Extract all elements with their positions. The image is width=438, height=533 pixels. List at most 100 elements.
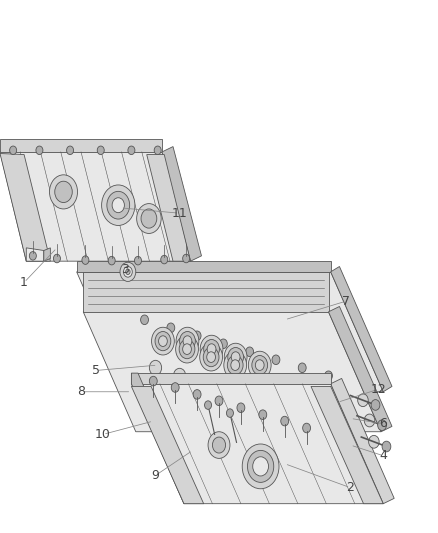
Circle shape xyxy=(298,363,306,373)
Polygon shape xyxy=(77,272,383,392)
Circle shape xyxy=(246,347,254,357)
Circle shape xyxy=(107,191,130,219)
Circle shape xyxy=(183,344,191,354)
Circle shape xyxy=(154,146,161,155)
Circle shape xyxy=(191,298,239,357)
Circle shape xyxy=(97,146,104,155)
Circle shape xyxy=(128,146,135,155)
Circle shape xyxy=(382,441,391,452)
Circle shape xyxy=(224,351,247,379)
Circle shape xyxy=(141,315,148,325)
Circle shape xyxy=(126,269,130,274)
Circle shape xyxy=(247,320,287,368)
Polygon shape xyxy=(131,384,383,504)
Circle shape xyxy=(55,181,72,203)
Polygon shape xyxy=(331,266,392,392)
Circle shape xyxy=(193,331,201,341)
Text: 5: 5 xyxy=(92,364,100,377)
Circle shape xyxy=(171,383,179,392)
Polygon shape xyxy=(77,261,331,272)
Circle shape xyxy=(272,355,280,365)
Circle shape xyxy=(212,437,226,453)
Circle shape xyxy=(142,288,182,336)
Circle shape xyxy=(176,335,198,363)
Circle shape xyxy=(29,252,36,260)
Circle shape xyxy=(137,204,161,233)
Circle shape xyxy=(205,401,212,409)
Circle shape xyxy=(231,360,240,370)
Circle shape xyxy=(95,276,106,289)
Circle shape xyxy=(246,392,258,407)
Circle shape xyxy=(252,356,268,375)
Circle shape xyxy=(200,343,223,371)
Text: 4: 4 xyxy=(379,449,387,462)
Circle shape xyxy=(248,351,271,379)
Circle shape xyxy=(369,435,379,448)
Circle shape xyxy=(124,266,132,277)
Circle shape xyxy=(36,146,43,155)
Polygon shape xyxy=(147,155,191,261)
Circle shape xyxy=(134,289,141,297)
Polygon shape xyxy=(26,248,44,261)
Text: 9: 9 xyxy=(152,469,159,482)
Circle shape xyxy=(281,416,289,426)
Circle shape xyxy=(242,444,279,489)
Circle shape xyxy=(159,336,167,346)
Circle shape xyxy=(152,327,174,355)
Circle shape xyxy=(198,376,210,391)
Circle shape xyxy=(53,254,60,263)
Circle shape xyxy=(371,400,380,410)
Circle shape xyxy=(120,262,136,281)
Polygon shape xyxy=(162,147,201,261)
Circle shape xyxy=(102,185,135,225)
Circle shape xyxy=(203,348,219,367)
Polygon shape xyxy=(131,373,331,384)
Circle shape xyxy=(131,285,145,301)
Circle shape xyxy=(193,390,201,399)
Circle shape xyxy=(227,356,243,375)
Circle shape xyxy=(219,339,227,349)
Circle shape xyxy=(247,450,274,482)
Text: 10: 10 xyxy=(95,428,111,441)
Circle shape xyxy=(127,280,140,296)
Polygon shape xyxy=(0,154,50,261)
Circle shape xyxy=(112,198,124,213)
Circle shape xyxy=(49,175,78,209)
Circle shape xyxy=(138,282,186,341)
Circle shape xyxy=(259,410,267,419)
Text: 12: 12 xyxy=(371,383,387,395)
Circle shape xyxy=(378,420,386,431)
Circle shape xyxy=(358,394,368,407)
Circle shape xyxy=(215,396,223,406)
Polygon shape xyxy=(83,312,381,432)
Circle shape xyxy=(141,209,157,228)
Circle shape xyxy=(134,256,141,265)
Circle shape xyxy=(222,384,234,399)
Circle shape xyxy=(207,352,215,362)
Polygon shape xyxy=(0,152,191,261)
Polygon shape xyxy=(131,373,191,504)
Circle shape xyxy=(173,368,186,383)
Circle shape xyxy=(319,335,329,348)
Circle shape xyxy=(208,432,230,458)
Circle shape xyxy=(179,340,195,359)
Polygon shape xyxy=(311,386,383,504)
Circle shape xyxy=(243,314,291,373)
Text: 8: 8 xyxy=(77,385,85,398)
Polygon shape xyxy=(328,306,392,432)
Polygon shape xyxy=(331,378,394,504)
Circle shape xyxy=(180,332,195,351)
Circle shape xyxy=(149,360,162,375)
Text: 3: 3 xyxy=(121,263,129,276)
Circle shape xyxy=(325,371,332,381)
Text: 2: 2 xyxy=(346,481,354,494)
Text: 7: 7 xyxy=(342,295,350,308)
Circle shape xyxy=(109,281,119,294)
Circle shape xyxy=(167,323,175,333)
Circle shape xyxy=(364,414,375,427)
Circle shape xyxy=(231,352,240,362)
Circle shape xyxy=(310,329,321,342)
Circle shape xyxy=(270,400,282,415)
Circle shape xyxy=(204,340,219,359)
Polygon shape xyxy=(83,272,328,312)
